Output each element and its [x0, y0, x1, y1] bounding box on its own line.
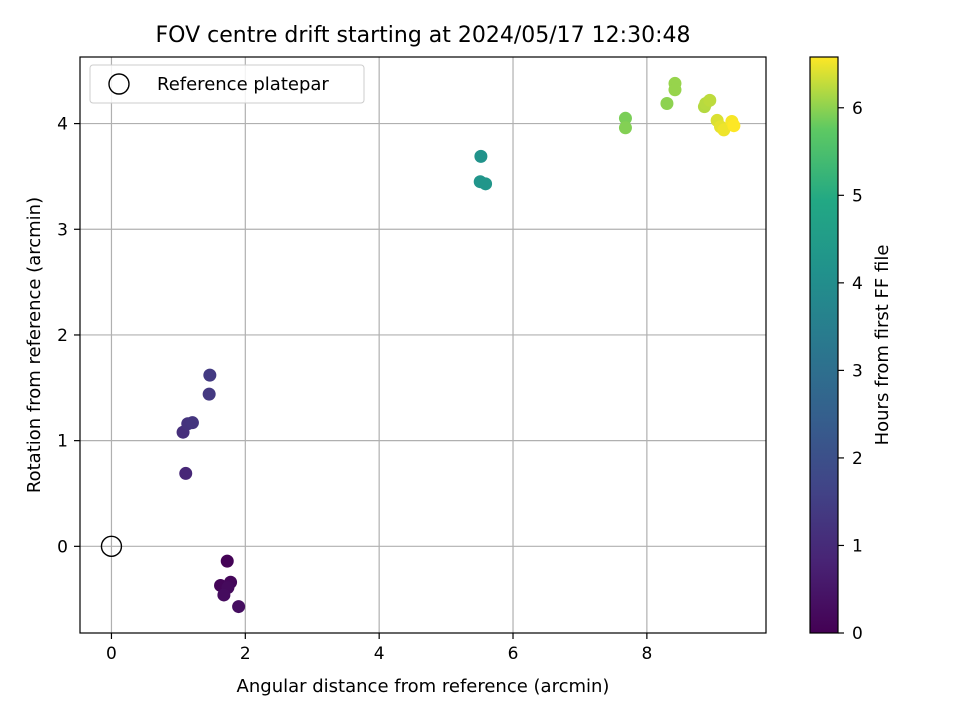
grid-layer	[80, 57, 766, 633]
x-tick-label: 8	[641, 644, 652, 664]
plot-frame	[79, 56, 767, 634]
x-tick-label: 6	[508, 644, 519, 664]
y-tick-label: 3	[57, 220, 68, 240]
y-tick-label: 0	[57, 537, 68, 557]
data-point	[179, 466, 193, 480]
data-points	[100, 76, 741, 614]
data-point	[185, 416, 199, 430]
data-point	[474, 149, 488, 163]
data-point	[727, 119, 741, 133]
colorbar-label: Hours from first FF file	[872, 245, 893, 446]
data-point	[703, 93, 717, 107]
colorbar-tick-label: 1	[852, 536, 863, 556]
data-point	[232, 600, 246, 614]
x-tick-label: 4	[374, 644, 385, 664]
colorbar-tick-label: 3	[852, 361, 863, 381]
data-point	[618, 121, 632, 135]
colorbar: 0 1 2 3 4 5 6 Hours from first FF file	[809, 56, 893, 644]
data-point	[717, 123, 731, 137]
y-tick-label: 4	[57, 115, 68, 135]
data-point	[668, 83, 682, 97]
y-axis-label: Rotation from reference (arcmin)	[24, 197, 45, 493]
colorbar-ticks: 0 1 2 3 4 5 6	[838, 99, 863, 644]
axis-ticks: 0 2 4 6 8 0 1 2 3 4	[57, 115, 652, 664]
colorbar-tick-label: 5	[852, 186, 863, 206]
data-point	[202, 387, 216, 401]
colorbar-tick-label: 6	[852, 99, 863, 119]
legend: Reference platepar	[89, 64, 365, 104]
data-point	[220, 554, 234, 568]
data-point	[618, 111, 632, 125]
colorbar-tick-label: 2	[852, 449, 863, 469]
colorbar-tick-label: 4	[852, 274, 863, 294]
legend-entry-label: Reference platepar	[157, 74, 329, 95]
data-point	[479, 177, 493, 191]
y-tick-label: 1	[57, 432, 68, 452]
data-point	[660, 97, 674, 111]
colorbar-gradient	[810, 57, 838, 633]
colorbar-tick-label: 0	[852, 624, 863, 644]
reference-platepar-marker	[100, 535, 123, 558]
x-axis-label: Angular distance from reference (arcmin)	[237, 676, 610, 697]
data-point	[217, 588, 231, 602]
chart-title: FOV centre drift starting at 2024/05/17 …	[156, 23, 691, 48]
data-point	[203, 368, 217, 382]
y-tick-label: 2	[57, 326, 68, 346]
colorbar-frame	[809, 56, 839, 634]
legend-box	[89, 64, 365, 104]
x-tick-label: 0	[106, 644, 117, 664]
legend-marker-icon	[108, 73, 130, 95]
x-tick-label: 2	[240, 644, 251, 664]
